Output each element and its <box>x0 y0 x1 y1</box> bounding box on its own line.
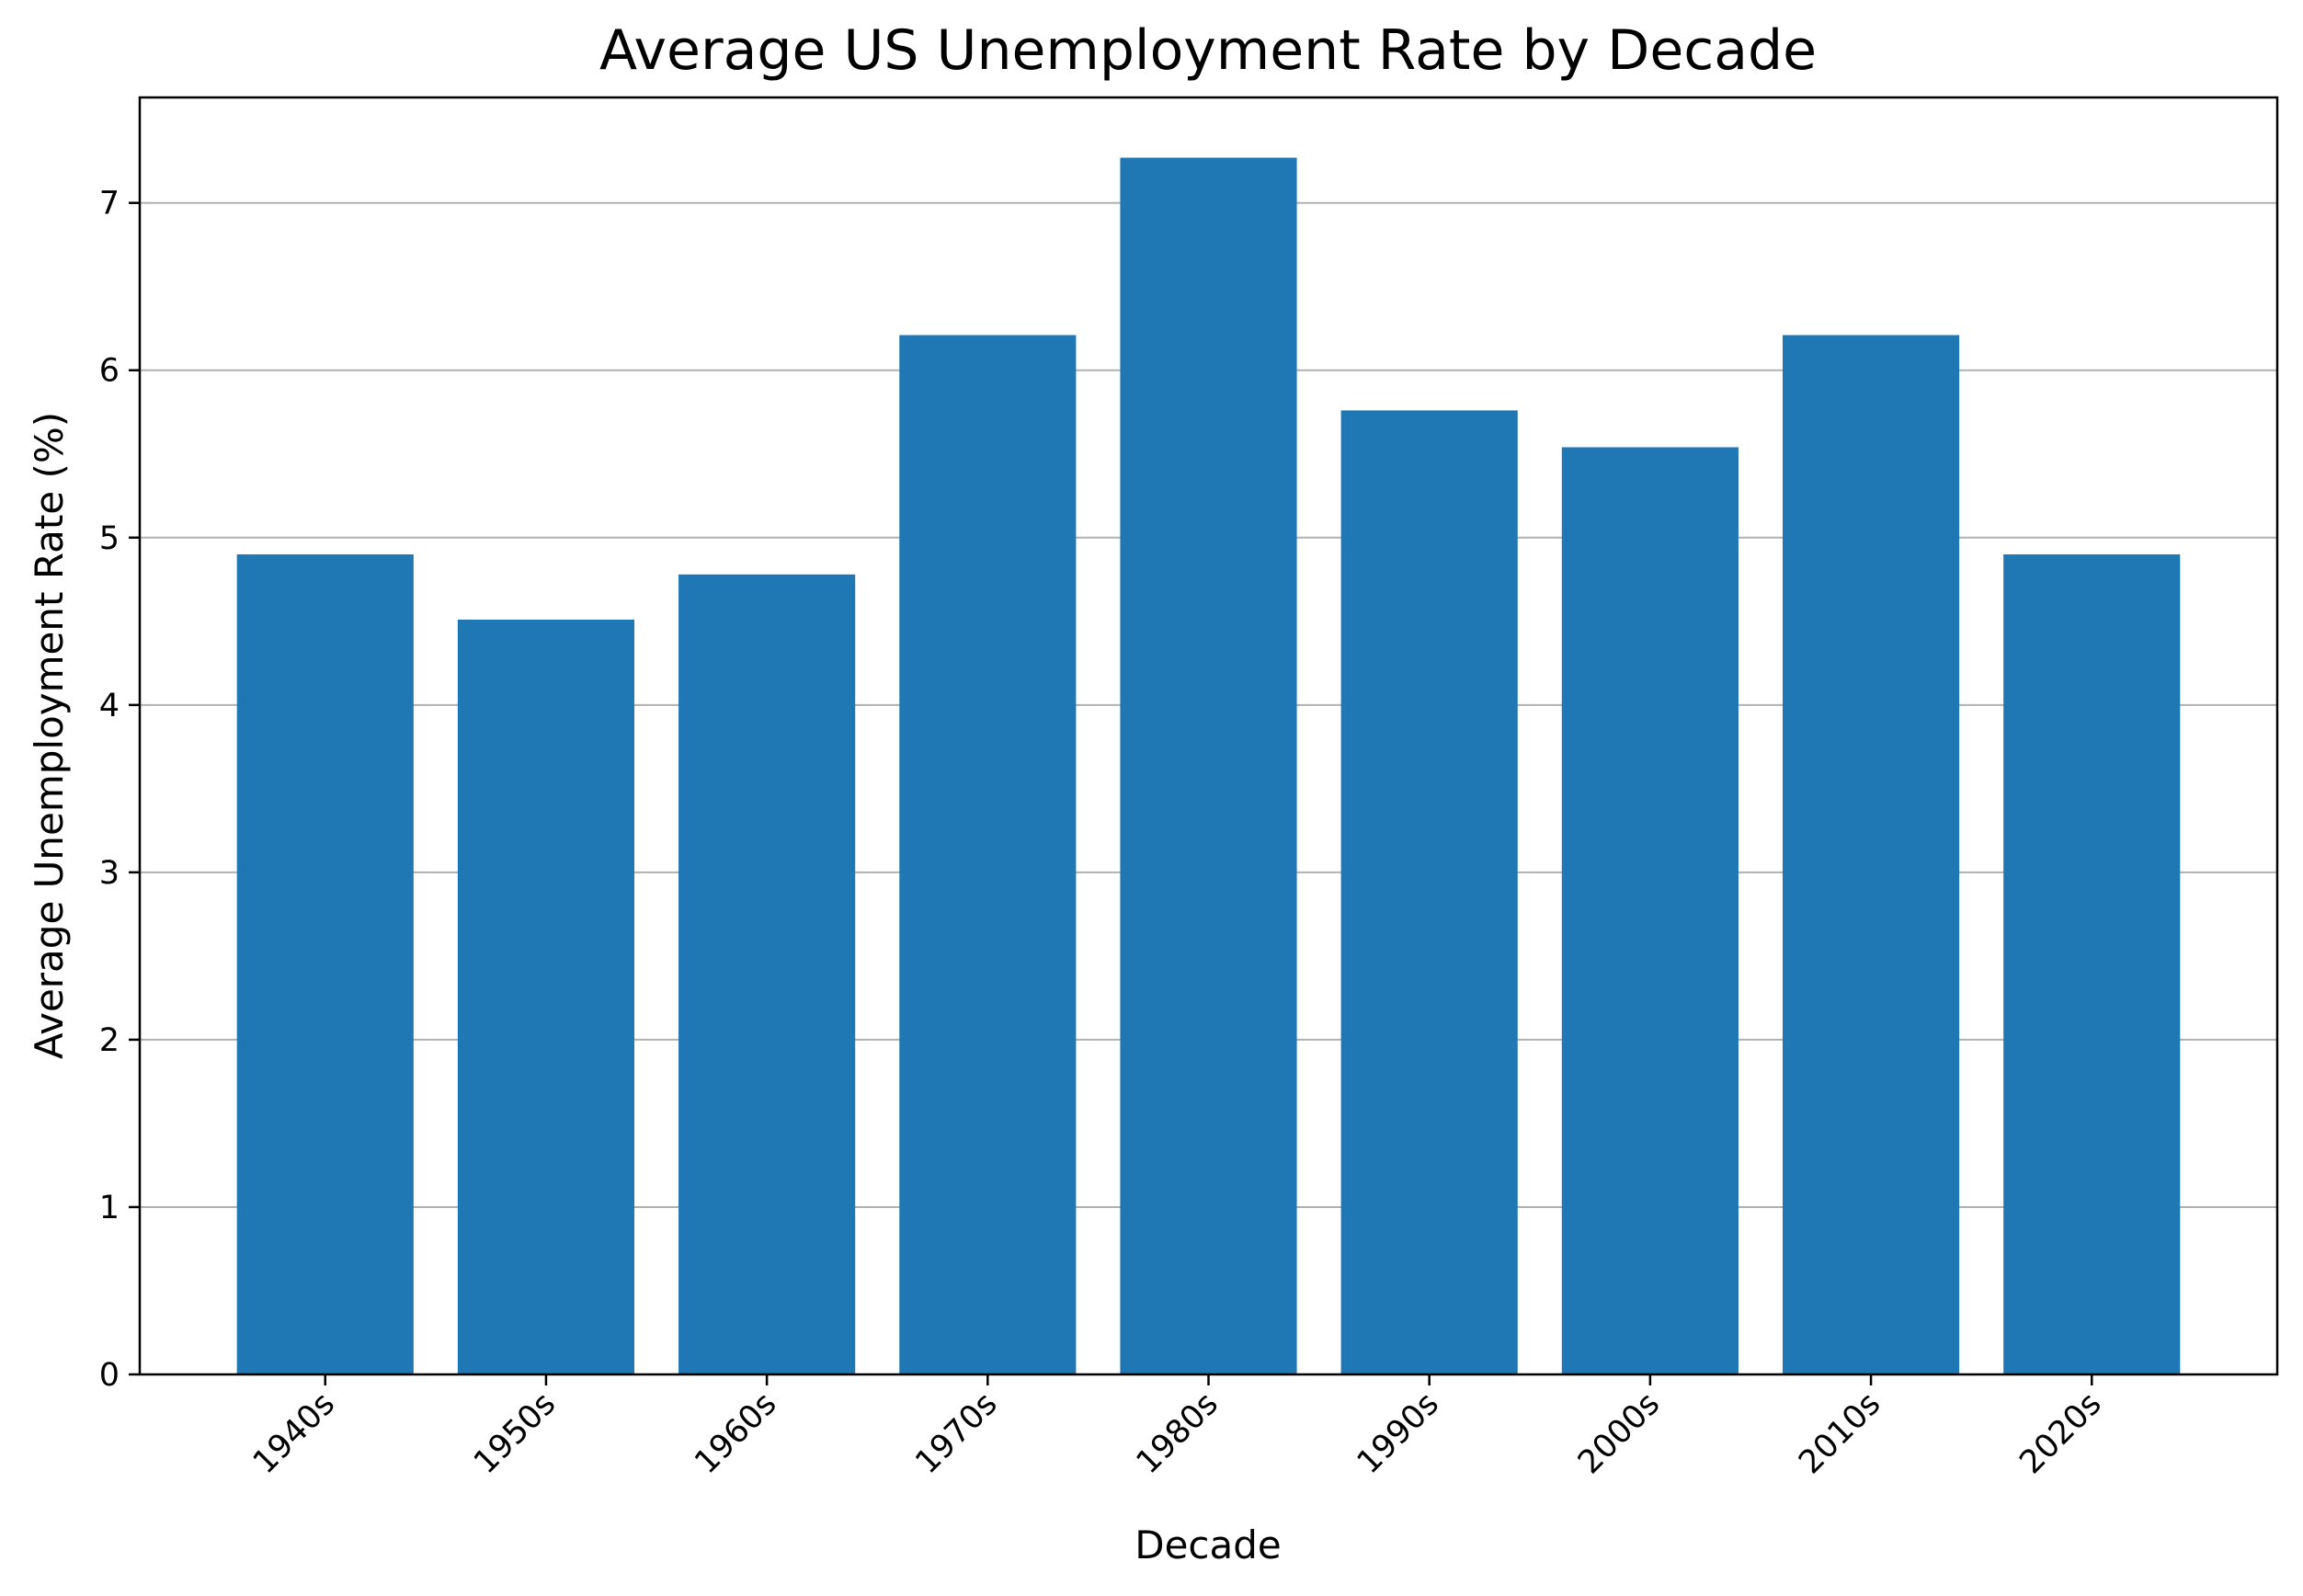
bar-1940s <box>236 553 414 1374</box>
y-tick-label-2: 2 <box>99 1022 120 1059</box>
x-tick-label-1990s: 1990s <box>1351 1385 1446 1481</box>
chart-title: Average US Unemployment Rate by Decade <box>599 18 1817 83</box>
y-tick-label-4: 4 <box>99 688 120 724</box>
y-tick-label-3: 3 <box>99 855 120 892</box>
bar-1970s <box>899 335 1077 1374</box>
x-tick-label-1940s: 1940s <box>246 1385 342 1481</box>
x-tick-label-1950s: 1950s <box>467 1385 563 1481</box>
x-tick-label-2000s: 2000s <box>1571 1385 1667 1481</box>
x-tick-label-2020s: 2020s <box>2012 1385 2108 1481</box>
x-axis-label: Decade <box>1134 1522 1282 1568</box>
x-tick-label-1980s: 1980s <box>1130 1385 1226 1481</box>
y-axis-label: Average Unemployment Rate (%) <box>27 412 72 1059</box>
y-tick-label-0: 0 <box>99 1357 120 1394</box>
bar-2020s <box>2003 553 2181 1374</box>
x-tick-label-1970s: 1970s <box>909 1385 1005 1481</box>
bars <box>236 157 2181 1375</box>
y-tick-label-1: 1 <box>99 1190 120 1226</box>
x-axis-ticks: 1940s 1950s 1960s 1970s 1980s 1990s 2000s 2010s… <box>246 1374 2109 1481</box>
bar-2000s <box>1561 447 1739 1374</box>
bar-1990s <box>1340 410 1518 1374</box>
y-tick-label-6: 6 <box>99 353 120 390</box>
x-tick-label-1960s: 1960s <box>688 1385 783 1481</box>
bar-1980s <box>1120 157 1297 1375</box>
y-tick-label-7: 7 <box>99 186 120 222</box>
bar-1950s <box>457 619 635 1374</box>
bar-1960s <box>678 574 856 1374</box>
y-tick-label-5: 5 <box>99 520 120 557</box>
x-tick-label-2010s: 2010s <box>1792 1385 1887 1481</box>
y-axis-ticks: 0 1 2 3 4 5 6 7 <box>99 186 140 1394</box>
bar-2010s <box>1782 335 1960 1374</box>
